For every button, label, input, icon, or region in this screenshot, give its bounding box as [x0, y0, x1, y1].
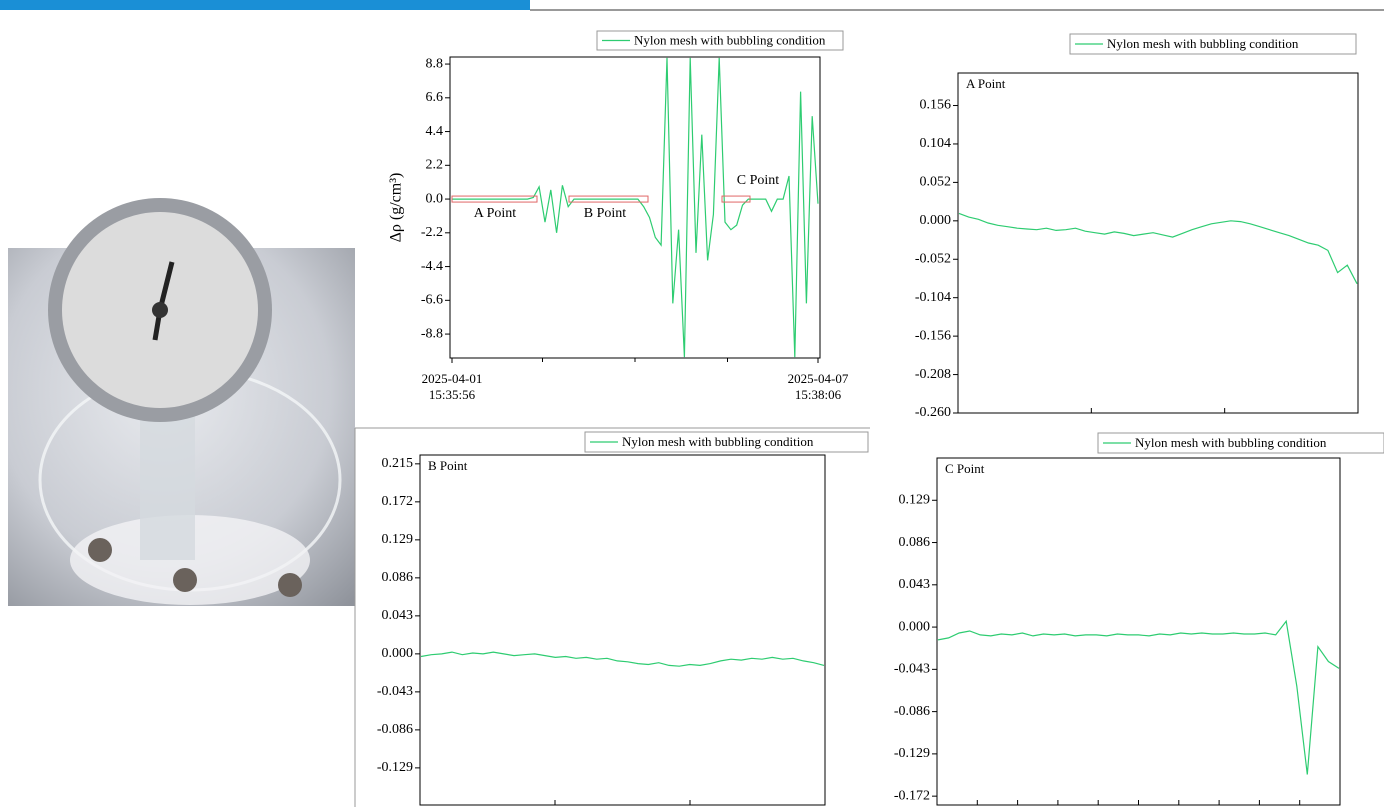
y-tick-label: 0.129	[899, 492, 931, 507]
y-tick-label: -2.2	[421, 225, 443, 240]
annotation: A Point	[474, 206, 517, 221]
y-tick-label: 0.043	[382, 608, 414, 623]
y-tick-label: 0.0	[426, 191, 444, 206]
y-tick-label: -6.6	[421, 293, 443, 308]
y-tick-label: 0.000	[382, 646, 414, 661]
y-tick-label: 0.000	[920, 213, 952, 228]
y-tick-label: -0.129	[894, 746, 930, 761]
y-tick-label: 0.043	[899, 577, 931, 592]
y-tick-label: 4.4	[426, 124, 444, 139]
header-bar	[0, 0, 530, 10]
y-tick-label: 0.172	[382, 494, 414, 509]
legend-label: Nylon mesh with bubbling condition	[1135, 435, 1327, 450]
y-tick-label: -0.129	[377, 760, 413, 775]
annotation: B Point	[584, 206, 627, 221]
y-tick-label: -0.052	[915, 251, 951, 266]
y-tick-label: 8.8	[426, 56, 444, 71]
y-tick-label: 0.000	[899, 619, 931, 634]
legend-label: Nylon mesh with bubbling condition	[622, 434, 814, 449]
photo	[8, 198, 355, 606]
panel-label: C Point	[945, 461, 985, 476]
plot-frame	[958, 73, 1358, 413]
y-axis-label: Δρ (g/cm³)	[388, 173, 405, 243]
y-tick-label: 0.086	[899, 535, 931, 550]
y-tick-label: 0.104	[920, 136, 952, 151]
y-tick-label: -0.156	[915, 328, 951, 343]
y-tick-label: 0.156	[920, 98, 952, 113]
legend-label: Nylon mesh with bubbling condition	[634, 32, 826, 47]
y-tick-label: 6.6	[426, 90, 444, 105]
panel-label: A Point	[966, 76, 1006, 91]
y-tick-label: -0.086	[894, 704, 930, 719]
y-tick-label: 2.2	[426, 158, 444, 173]
y-tick-label: -0.172	[894, 788, 930, 803]
plot-frame	[937, 458, 1340, 805]
plot-frame	[420, 455, 825, 805]
y-tick-label: -4.4	[421, 259, 443, 274]
y-tick-label: -0.043	[377, 684, 413, 699]
legend-label: Nylon mesh with bubbling condition	[1107, 36, 1299, 51]
y-tick-label: -0.260	[915, 405, 951, 420]
y-tick-label: -0.043	[894, 662, 930, 677]
panel-label: B Point	[428, 458, 468, 473]
y-tick-label: 0.215	[382, 456, 414, 471]
y-tick-label: -0.208	[915, 367, 951, 382]
slide: 8.8 6.6 4.4 2.2 0.0 -2.2 -4.4 -6.6 -8.8 Nylon mes…	[0, 0, 1384, 807]
y-tick-label: -0.086	[377, 722, 413, 737]
annotation: C Point	[737, 173, 780, 188]
y-tick-label: 0.129	[382, 532, 414, 547]
y-tick-label: 0.086	[382, 570, 414, 585]
y-tick-label: 0.052	[920, 175, 952, 190]
y-tick-label: -0.104	[915, 290, 951, 305]
y-tick-label: -8.8	[421, 326, 443, 341]
